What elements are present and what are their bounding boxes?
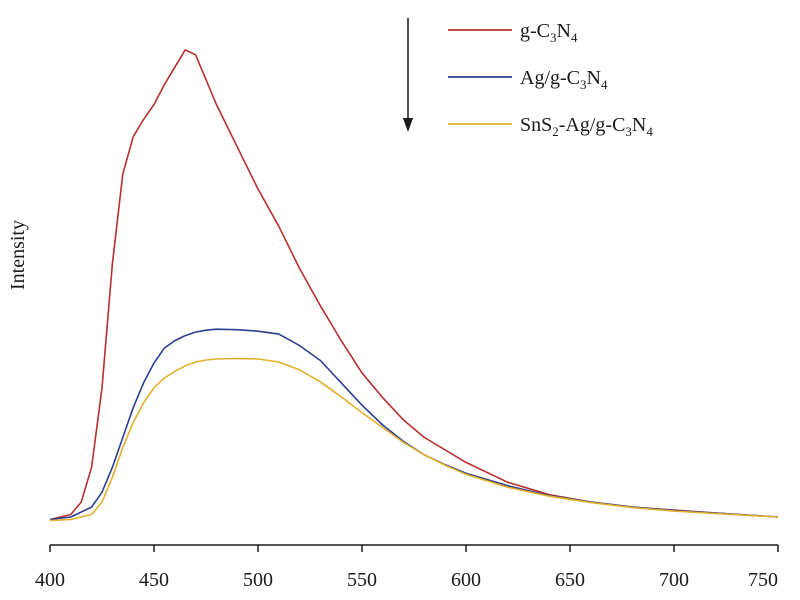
x-axis-ticks: 400 450 500 550 600 650 700 750	[35, 545, 779, 591]
series-line-3	[49, 357, 779, 522]
x-tick-label: 500	[243, 569, 273, 591]
series-line-2	[49, 328, 779, 521]
legend-label-2: Ag/g-C3N4	[520, 67, 608, 92]
x-tick-label: 550	[347, 569, 377, 591]
series-line-1	[49, 49, 779, 521]
y-axis-label: Intensity	[7, 220, 29, 290]
x-tick-label: 600	[451, 569, 481, 591]
down-arrow-icon	[403, 18, 413, 132]
legend-label-3: SnS2-Ag/g-C3N4	[520, 114, 653, 139]
legend: g-C3N4 Ag/g-C3N4 SnS2-Ag/g-C3N4	[448, 20, 653, 139]
x-tick-label: 750	[748, 569, 778, 591]
x-tick-label: 650	[555, 569, 585, 591]
x-tick-label: 450	[139, 569, 169, 591]
x-tick-label: 700	[659, 569, 689, 591]
x-tick-label: 400	[35, 569, 65, 591]
series-lines	[49, 49, 779, 522]
legend-label-1: g-C3N4	[520, 20, 578, 45]
